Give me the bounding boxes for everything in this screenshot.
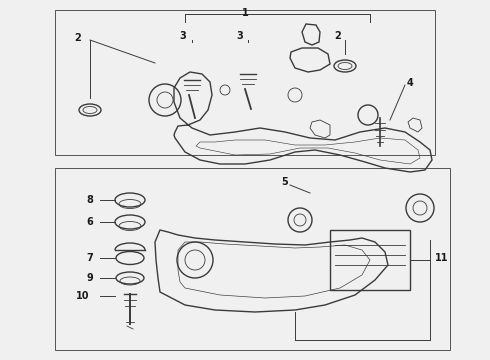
Text: 9: 9	[86, 273, 93, 283]
Text: 8: 8	[86, 195, 93, 205]
Text: 11: 11	[435, 253, 448, 263]
Text: 10: 10	[75, 291, 89, 301]
Text: 3: 3	[237, 31, 244, 41]
Text: 7: 7	[86, 253, 93, 263]
Text: 5: 5	[282, 177, 289, 187]
Text: 2: 2	[335, 31, 342, 41]
Text: 2: 2	[74, 33, 81, 43]
Bar	[55, 10, 435, 155]
Text: 4: 4	[407, 78, 414, 88]
Text: 6: 6	[86, 217, 93, 227]
Text: 3: 3	[180, 31, 186, 41]
Bar	[55, 168, 450, 350]
Bar	[330, 230, 410, 290]
Text: 1: 1	[242, 8, 248, 18]
